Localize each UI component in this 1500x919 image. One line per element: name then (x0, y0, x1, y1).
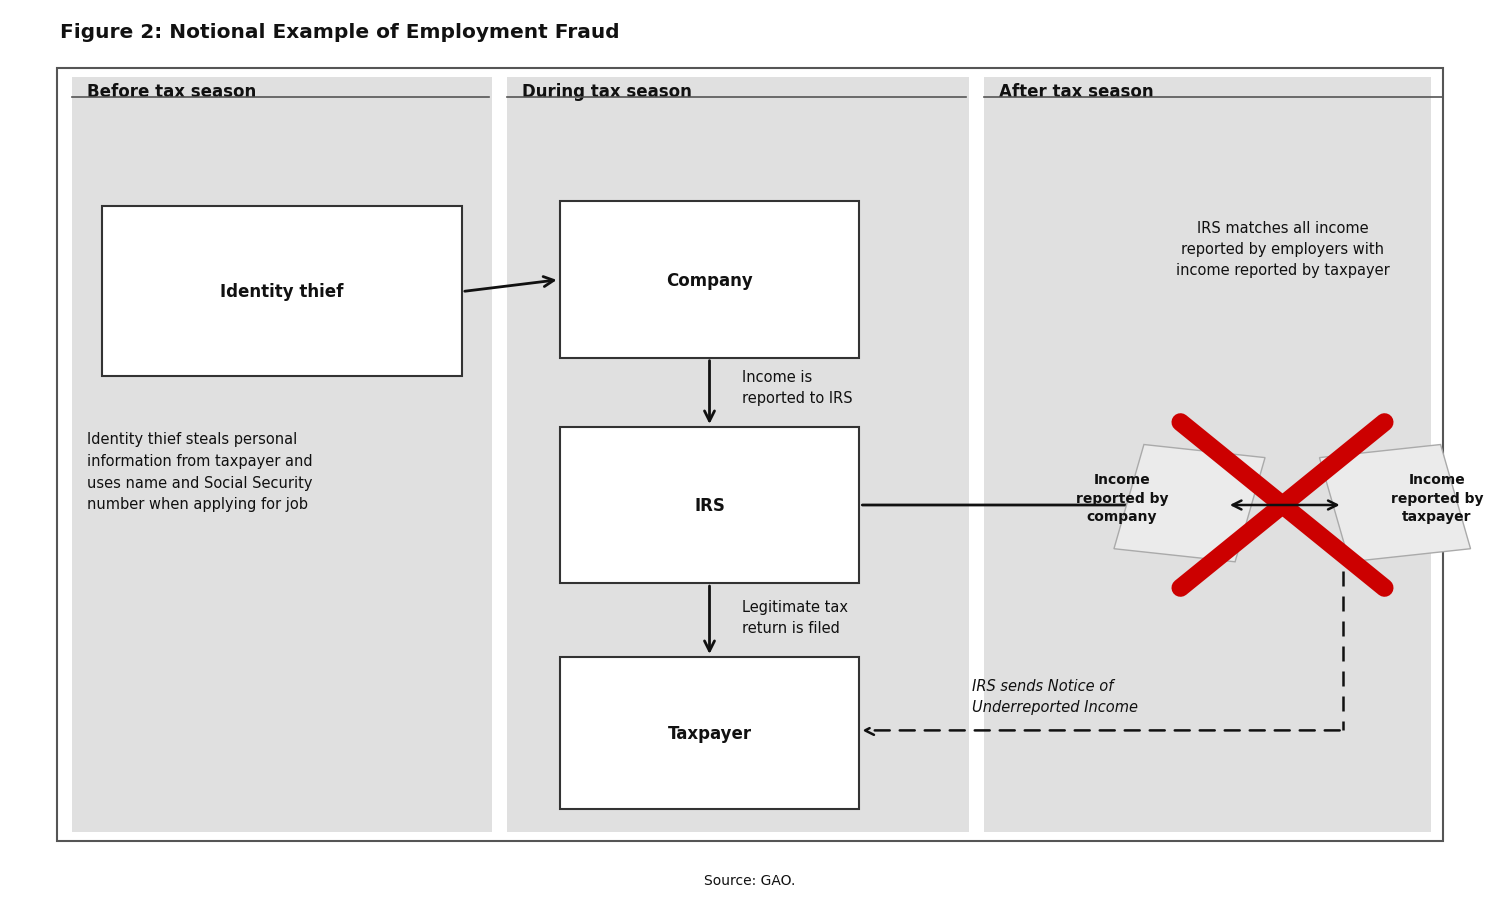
FancyBboxPatch shape (560, 657, 860, 809)
FancyBboxPatch shape (560, 427, 860, 584)
Text: Company: Company (666, 271, 753, 289)
FancyBboxPatch shape (560, 202, 860, 358)
Text: Legitimate tax
return is filed: Legitimate tax return is filed (742, 599, 849, 635)
Text: Taxpayer: Taxpayer (668, 724, 752, 742)
Text: Source: GAO.: Source: GAO. (705, 873, 795, 888)
Text: Identity thief steals personal
information from taxpayer and
uses name and Socia: Identity thief steals personal informati… (87, 432, 312, 512)
Text: Identity thief: Identity thief (220, 283, 344, 301)
Polygon shape (1320, 445, 1470, 562)
Text: After tax season: After tax season (999, 83, 1154, 101)
Text: IRS matches all income
reported by employers with
income reported by taxpayer: IRS matches all income reported by emplo… (1176, 221, 1389, 278)
FancyBboxPatch shape (507, 78, 969, 832)
Text: Income
reported by
company: Income reported by company (1076, 472, 1168, 524)
Text: Figure 2: Notional Example of Employment Fraud: Figure 2: Notional Example of Employment… (60, 23, 620, 42)
FancyBboxPatch shape (72, 78, 492, 832)
Text: During tax season: During tax season (522, 83, 692, 101)
Polygon shape (1114, 445, 1264, 562)
Text: IRS sends Notice of
Underreported Income: IRS sends Notice of Underreported Income (972, 678, 1138, 714)
Text: Income
reported by
taxpayer: Income reported by taxpayer (1390, 472, 1484, 524)
FancyBboxPatch shape (102, 207, 462, 377)
FancyBboxPatch shape (57, 69, 1443, 841)
Text: IRS: IRS (694, 496, 724, 515)
FancyBboxPatch shape (984, 78, 1431, 832)
Text: Before tax season: Before tax season (87, 83, 256, 101)
Text: Income is
reported to IRS: Income is reported to IRS (742, 369, 853, 406)
